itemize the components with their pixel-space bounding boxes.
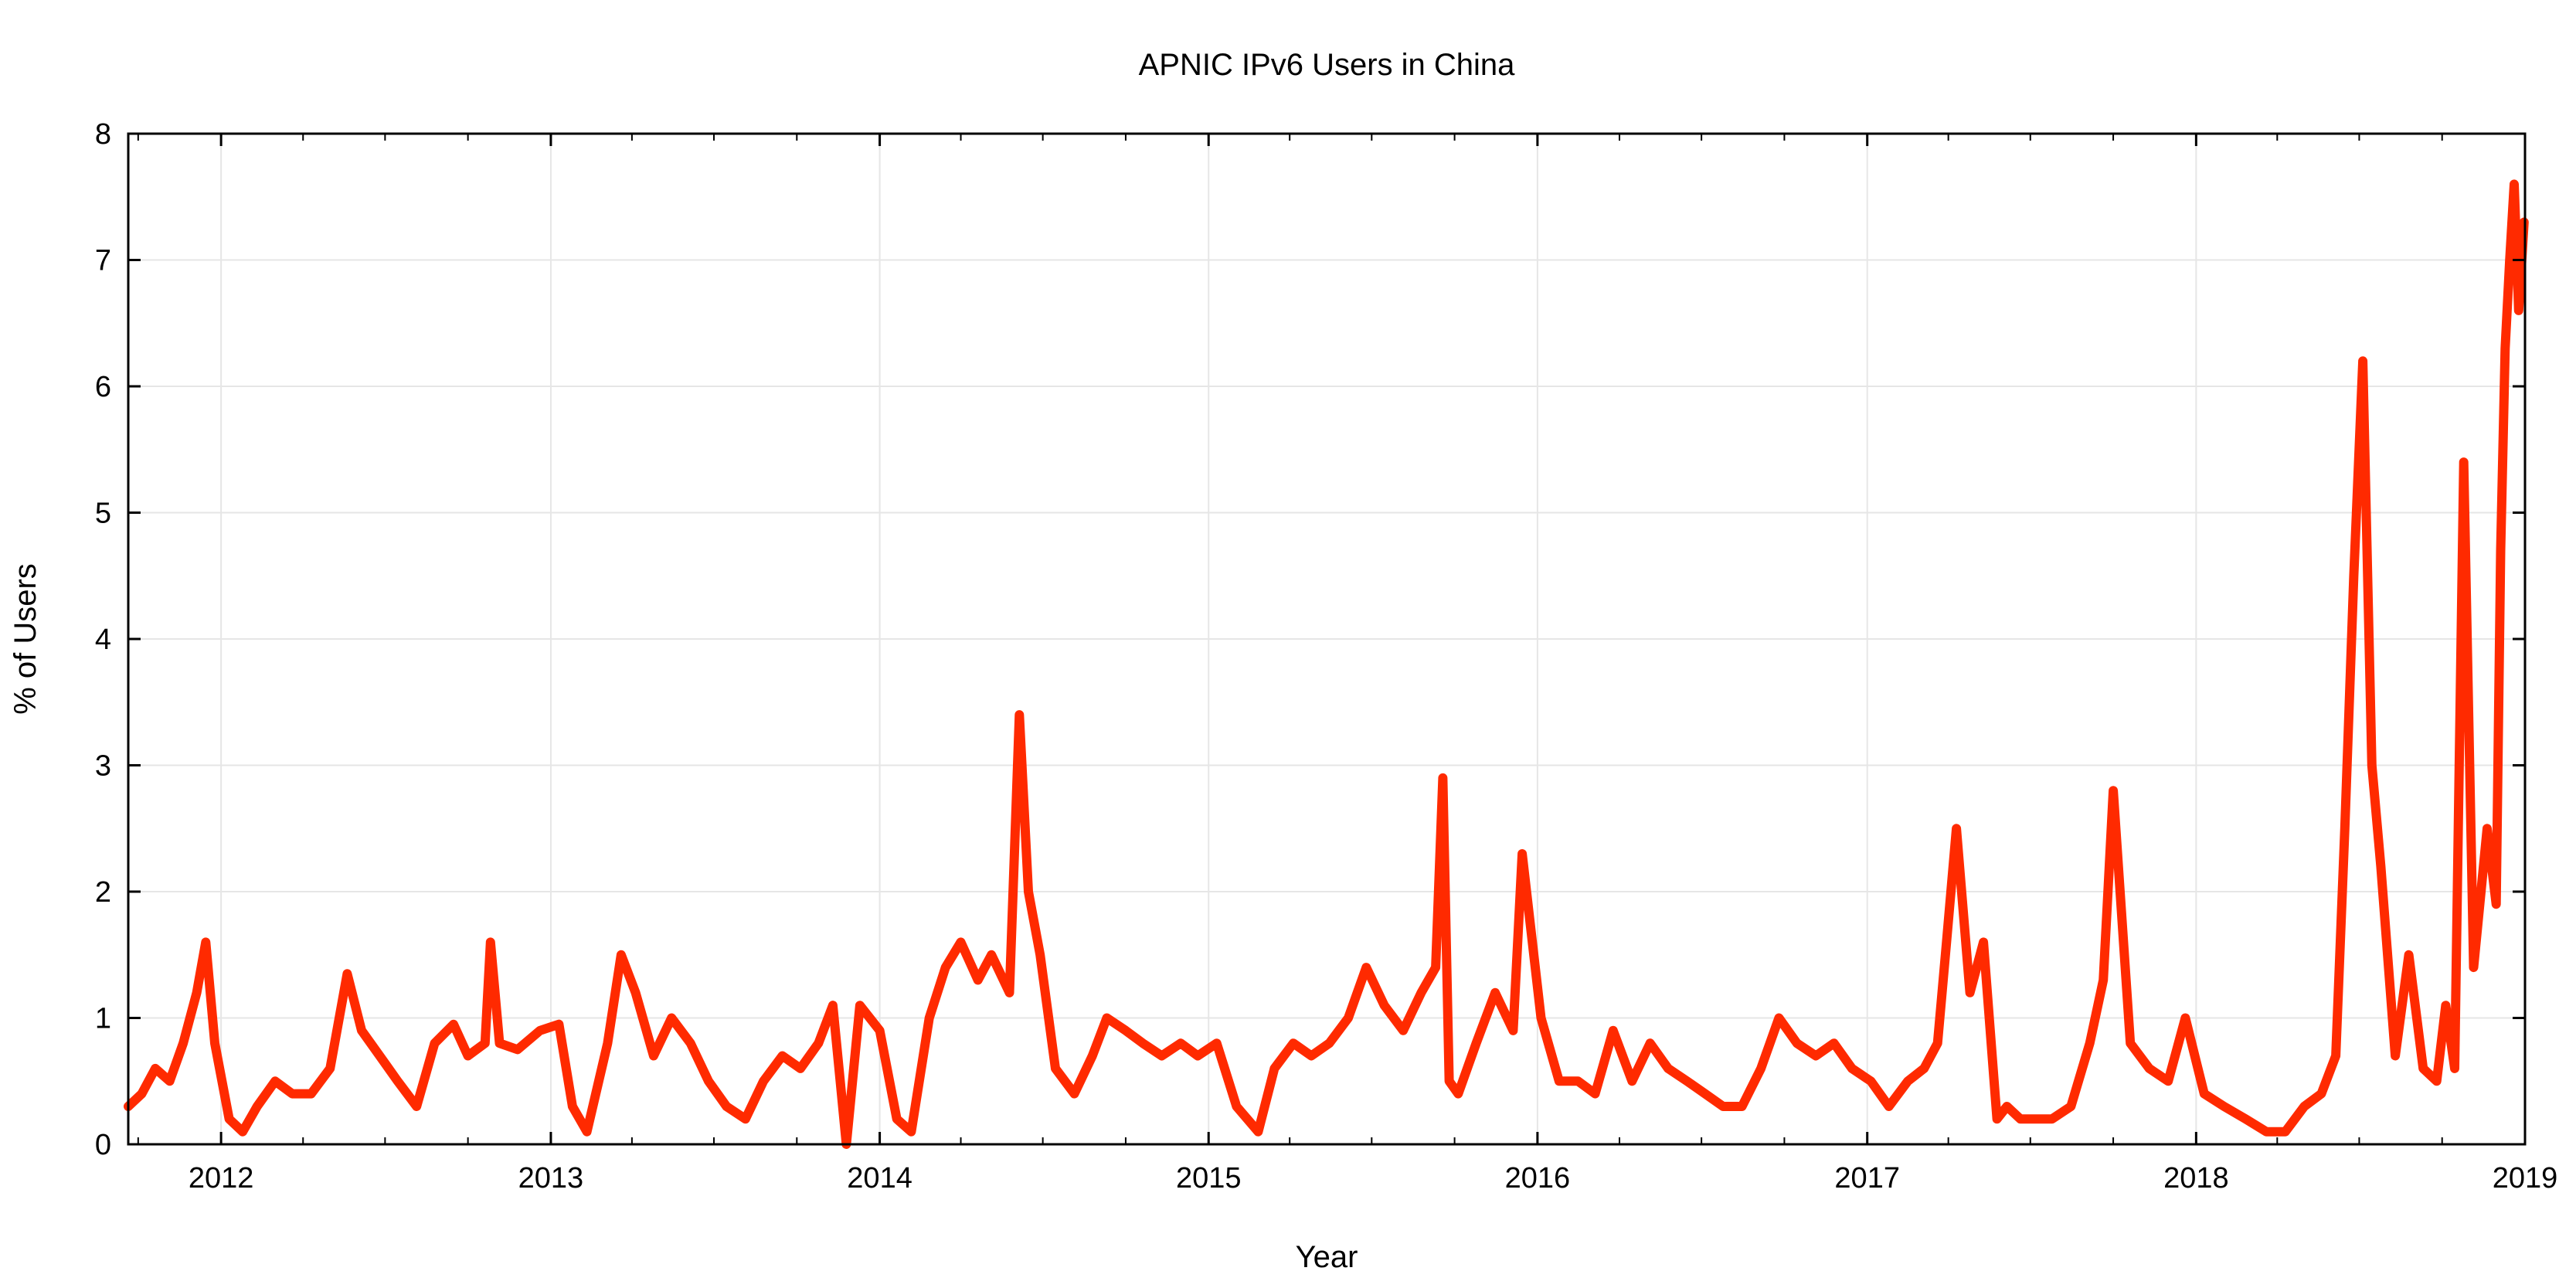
chart-title: APNIC IPv6 Users in China — [1139, 48, 1516, 82]
y-tick-label: 7 — [95, 245, 111, 277]
y-tick-label: 3 — [95, 750, 111, 783]
x-tick-label: 2012 — [189, 1162, 254, 1195]
x-tick-label: 2013 — [518, 1162, 584, 1195]
grid — [128, 134, 2525, 1144]
y-tick-label: 1 — [95, 1003, 111, 1035]
x-tick-label: 2014 — [847, 1162, 912, 1195]
y-axis-label: % of Users — [8, 563, 42, 715]
x-tick-label: 2016 — [1505, 1162, 1571, 1195]
y-tick-label: 5 — [95, 498, 111, 530]
y-tick-label: 2 — [95, 876, 111, 909]
y-tick-label: 6 — [95, 371, 111, 403]
x-tick-label: 2019 — [2493, 1162, 2558, 1195]
y-tick-label: 4 — [95, 624, 111, 656]
y-tick-label: 8 — [95, 118, 111, 151]
y-tick-label: 0 — [95, 1129, 111, 1161]
x-axis-label: Year — [1296, 1240, 1358, 1274]
ticks: 0 1 2 3 4 5 6 7 8 2012 2013 2014 2015 2016 2017 2018 201… — [95, 118, 2557, 1195]
series-line — [124, 179, 2529, 1149]
x-tick-label: 2018 — [2163, 1162, 2229, 1195]
x-tick-label: 2017 — [1834, 1162, 1900, 1195]
series-layer — [124, 179, 2529, 1149]
x-tick-label: 2015 — [1176, 1162, 1242, 1195]
